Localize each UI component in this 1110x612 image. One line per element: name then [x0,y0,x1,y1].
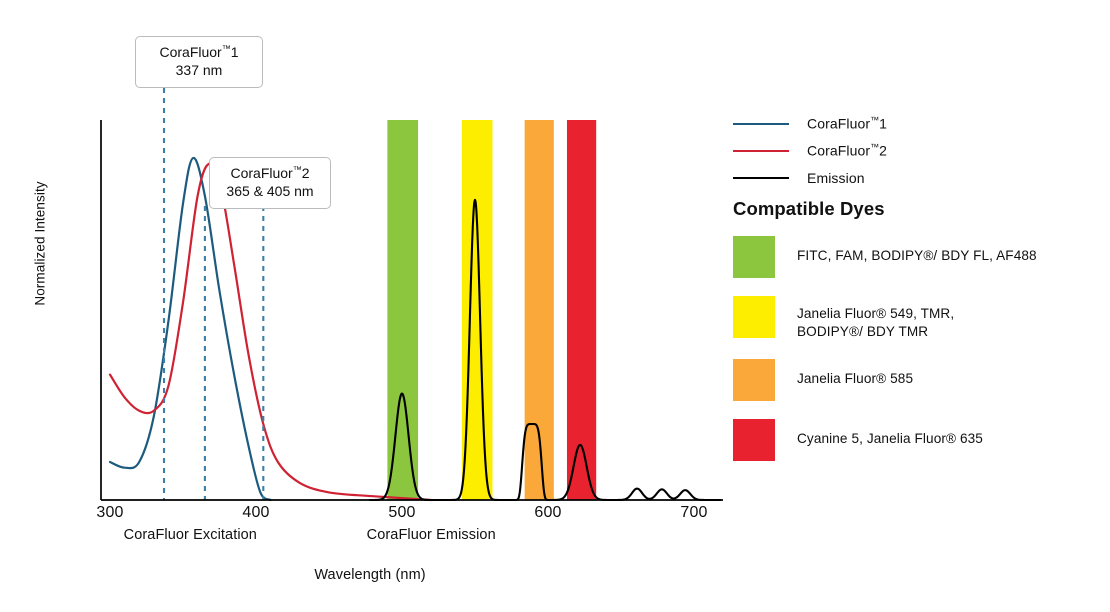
callout-corafluor-2: CoraFluor™2 365 & 405 nm [209,157,331,209]
y-axis-label: Normalized Intensity [32,181,48,306]
x-tick-600: 600 [534,504,562,521]
excitation-curve [108,162,433,502]
emission-region-label: CoraFluor Emission [366,527,496,543]
dye-label-line1: Cyanine 5, Janelia Fluor® 635 [797,431,983,447]
dye-row-4[interactable]: Cyanine 5, Janelia Fluor® 635 [733,419,1103,462]
compatible-dyes-title: Compatible Dyes [733,198,885,219]
dye-color-swatch [733,419,775,462]
dye-label-line1: Janelia Fluor® 585 [797,371,914,387]
legend-label: CoraFluor™2 [807,142,888,159]
curve-legend-list: CoraFluor™1 CoraFluor™2 Emission [733,110,1093,191]
dye-label: Janelia Fluor® 549, TMR, BODIPY®/ BDY TMR [797,296,954,341]
dye-label-line2: BODIPY®/ BDY TMR [797,324,929,340]
legend-label: Emission [807,169,865,186]
x-tick-300: 300 [96,504,124,521]
dye-row-3[interactable]: Janelia Fluor® 585 [733,359,1103,402]
dye-label-line1: Janelia Fluor® 549, TMR, [797,306,955,321]
legend-line-swatch [733,149,789,152]
dye-label: FITC, FAM, BODIPY®/ BDY FL, AF488 [797,236,1037,265]
trademark-glyph: ™ [292,164,302,175]
dye-label: Janelia Fluor® 585 [797,359,913,388]
trademark-glyph: ™ [870,142,880,153]
legend-row-3[interactable]: Emission [733,164,1093,191]
x-tick-500: 500 [388,504,416,521]
dye-color-swatch [733,296,775,338]
callout-1-line1: CoraFluor™1 [159,43,239,60]
legend-line-swatch [733,176,789,179]
trademark-glyph: ™ [870,115,880,126]
dye-color-swatch [733,359,775,402]
callout-1-line2: 337 nm [175,62,223,79]
callout-2-line1: CoraFluor™2 [230,164,310,181]
x-tick-400: 400 [242,504,270,521]
red-band [566,120,597,500]
trademark-glyph: ™ [221,43,231,54]
dye-color-swatch [733,236,775,278]
spectra-chart: Normalized Intensity 300 400 500 600 700 Cor… [32,36,723,583]
callout-corafluor-1: CoraFluor™1 337 nm [135,36,263,88]
legend-row-1[interactable]: CoraFluor™1 [733,110,1093,137]
legend-label: CoraFluor™1 [807,115,888,132]
dye-row-2[interactable]: Janelia Fluor® 549, TMR, BODIPY®/ BDY TMR [733,296,1103,341]
callout-2-line2: 365 & 405 nm [226,183,314,200]
dye-label: Cyanine 5, Janelia Fluor® 635 [797,419,983,448]
legend-line-swatch [733,122,789,125]
legend-panel: CoraFluor™1 CoraFluor™2 Emission Compatibl… [733,0,1110,612]
legend-row-2[interactable]: CoraFluor™2 [733,137,1093,164]
excitation-region-label: CoraFluor Excitation [123,527,257,543]
excitation-curve [108,156,272,502]
x-axis-title: Wavelength (nm) [314,567,426,583]
x-tick-700: 700 [680,504,708,521]
dye-row-1[interactable]: FITC, FAM, BODIPY®/ BDY FL, AF488 [733,236,1103,278]
compatible-dyes-list: FITC, FAM, BODIPY®/ BDY FL, AF488 Janelia… [733,236,1103,479]
green-band [387,120,419,500]
dye-label-line1: FITC, FAM, BODIPY®/ BDY FL, AF488 [797,248,1037,263]
